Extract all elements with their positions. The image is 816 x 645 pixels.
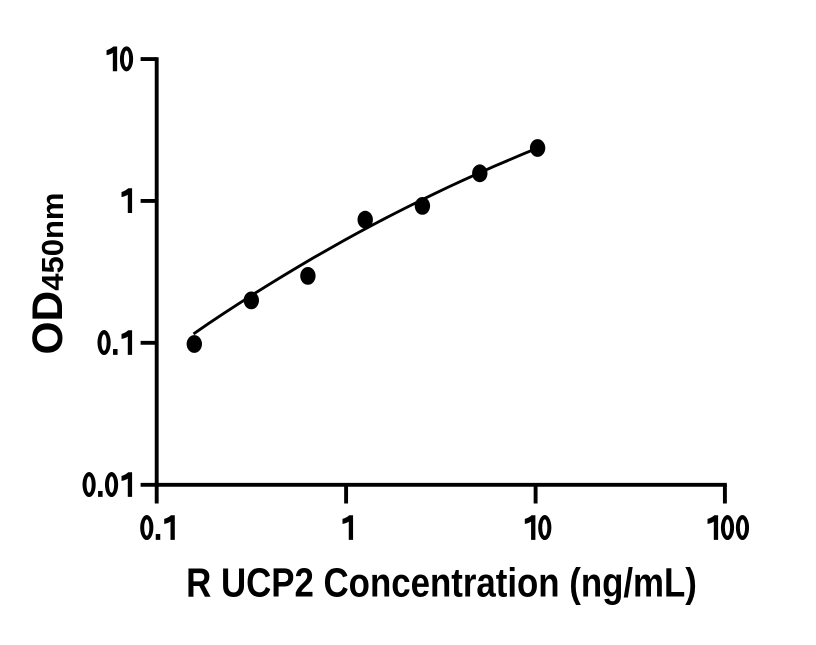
- svg-text:OD450nm: OD450nm: [25, 193, 72, 355]
- svg-text:R UCP2 Concentration (ng/mL): R UCP2 Concentration (ng/mL): [186, 561, 697, 606]
